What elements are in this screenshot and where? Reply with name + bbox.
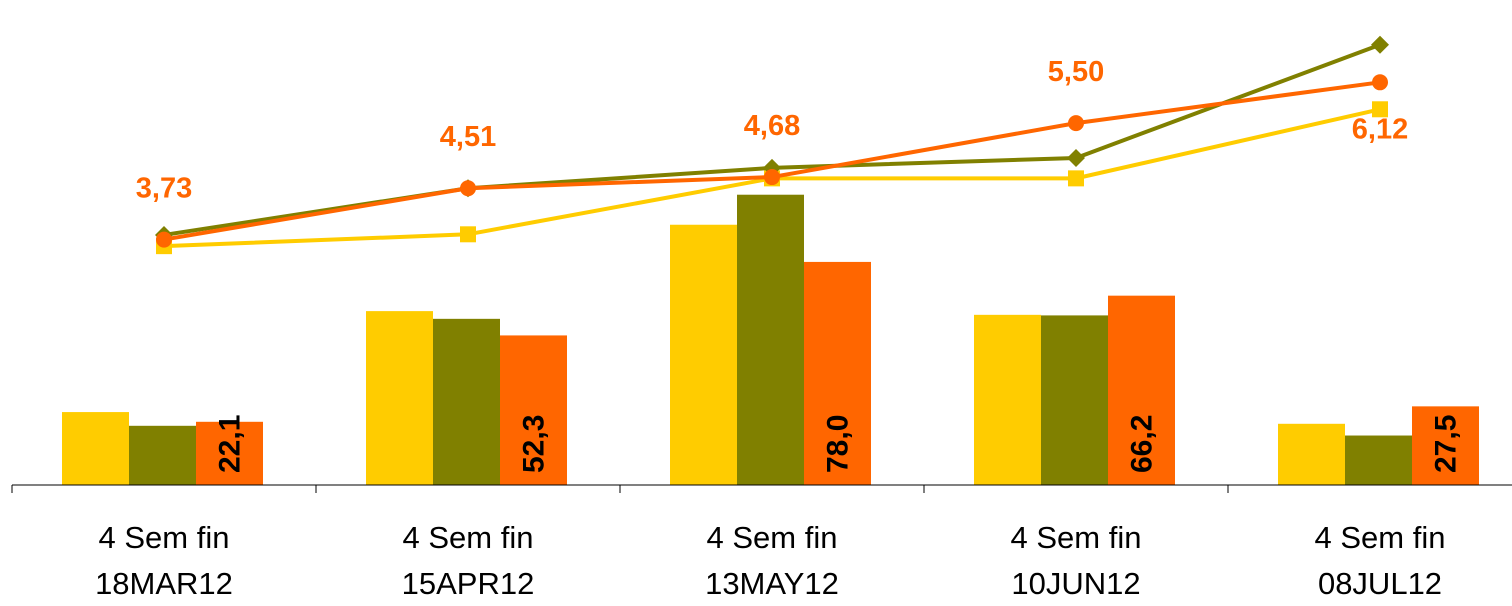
line-point-circle-1 [156,231,172,248]
bar-series1-3 [670,224,737,486]
x-tick-label-5-line2: 08JUL12 [1318,566,1442,601]
bar-data-label-1: 22,1 [214,415,247,473]
line-point-diamond-5 [1371,35,1389,54]
line-point-square-5 [1372,101,1388,118]
bar-series1-1 [62,412,129,485]
x-tick-label-1-line2: 18MAR12 [95,566,233,601]
line-point-circle-5 [1372,74,1388,91]
line-data-label-3: 4,68 [744,110,800,142]
x-tick-label-5-line1: 4 Sem fin [1315,520,1446,555]
line-labels-layer: 3,73 4,51 4,68 5,50 6,12 [136,56,1408,204]
line-point-circle-4 [1068,115,1084,132]
bars-layer [62,194,1479,486]
bar-series2-2 [433,318,500,485]
bar-series3-3 [804,261,871,485]
line-data-label-2: 4,51 [440,121,496,153]
bar-series3-5 [1412,406,1479,485]
line-data-label-4: 5,50 [1048,56,1104,88]
bar-labels-layer: 22,1 52,3 78,0 66,2 27,5 [214,415,1463,473]
bar-data-label-2: 52,3 [518,415,551,473]
line-point-diamond-4 [1067,148,1085,167]
bar-series3-1 [196,421,263,485]
x-tick-label-4-line2: 10JUN12 [1011,566,1140,601]
bar-series1-4 [974,314,1041,485]
bar-data-label-5: 27,5 [1430,415,1463,473]
bar-series3-4 [1108,295,1175,485]
line-point-square-2 [460,226,476,243]
x-tick-label-3-line2: 13MAY12 [705,566,839,601]
bar-series3-2 [500,335,567,485]
bar-series2-3 [737,194,804,485]
x-tick-label-2-line1: 4 Sem fin [403,520,534,555]
x-tick-label-2-line2: 15APR12 [402,566,535,601]
x-tick-label-4-line1: 4 Sem fin [1011,520,1142,555]
lines-layer [155,35,1389,255]
line-data-label-5: 6,12 [1352,113,1408,145]
bar-data-label-3: 78,0 [822,415,855,473]
bar-series2-5 [1345,435,1412,485]
line-point-circle-3 [764,169,780,186]
x-tick-label-1-line1: 4 Sem fin [99,520,230,555]
line-point-square-4 [1068,170,1084,187]
x-tick-label-3-line1: 4 Sem fin [707,520,838,555]
bar-data-label-4: 66,2 [1126,415,1159,473]
line-point-circle-2 [460,180,476,197]
bar-series1-2 [366,311,433,485]
bar-series1-5 [1278,423,1345,485]
x-axis: 4 Sem fin 18MAR12 4 Sem fin 15APR12 4 Sem fi… [11,484,1512,601]
line-data-label-1: 3,73 [136,173,192,205]
bar-series2-4 [1041,315,1108,485]
bar-series2-1 [129,425,196,485]
